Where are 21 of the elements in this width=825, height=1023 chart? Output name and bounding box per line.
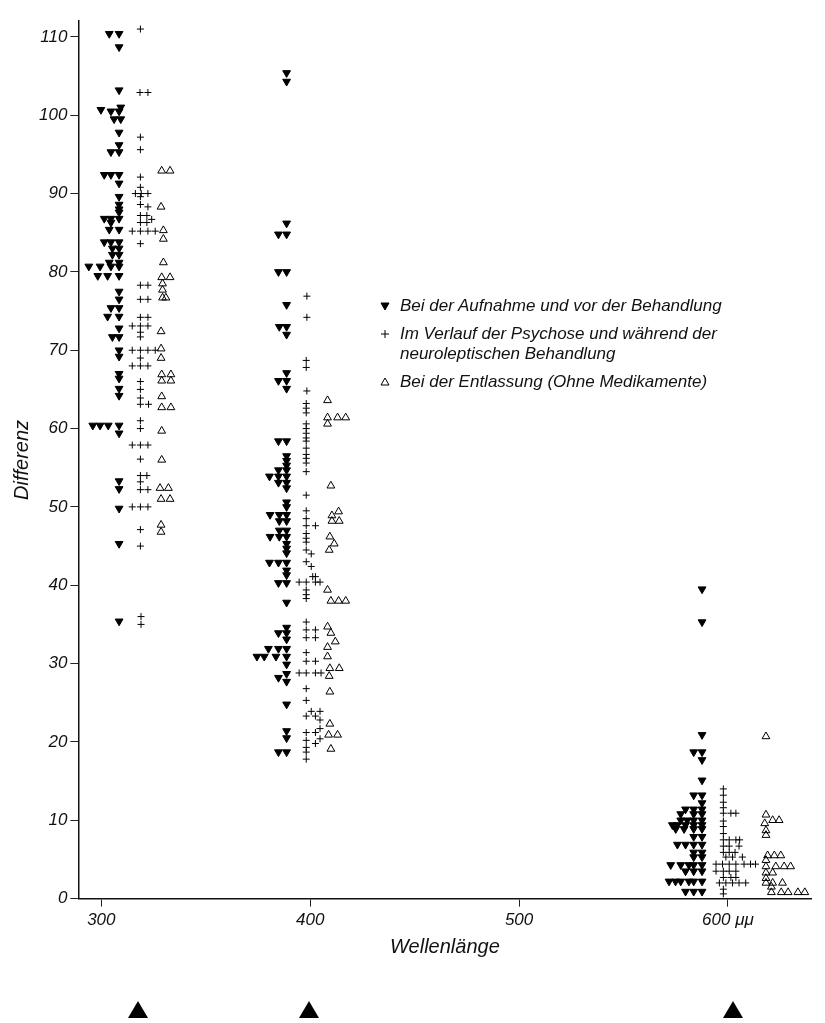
y-tick-label: 10	[48, 810, 68, 829]
y-tick-label: 60	[48, 418, 68, 438]
y-tick-label: 100	[38, 104, 68, 124]
y-tick-label: 40	[48, 574, 68, 594]
y-tick-label: 80	[48, 261, 68, 281]
y-tick-label: 70	[48, 339, 68, 359]
y-tick-label: 30	[48, 653, 68, 673]
y-tick-label: 50	[48, 496, 68, 516]
legend-label: Bei der Entlassung (Ohne Medikamente)	[400, 372, 708, 392]
y-tick-label: 90	[48, 183, 68, 203]
y-tick-label: 110	[40, 26, 68, 46]
x-axis-title: Wellenlänge	[390, 934, 500, 957]
x-tick-label: 300	[87, 909, 117, 929]
y-axis-title: Differenz	[9, 419, 32, 500]
y-tick-label: 20	[47, 731, 68, 751]
x-tick-label: 400	[296, 909, 325, 929]
y-tick-label: 0	[57, 888, 68, 908]
legend-label: Bei der Aufnahme und vor der Behandlung	[400, 296, 722, 316]
x-tick-label: 600 μμ	[702, 909, 755, 929]
x-tick-label: 500	[504, 909, 534, 929]
legend-label: Im Verlauf der Psychose und während der neuroleptischen Behandlung	[400, 324, 719, 364]
